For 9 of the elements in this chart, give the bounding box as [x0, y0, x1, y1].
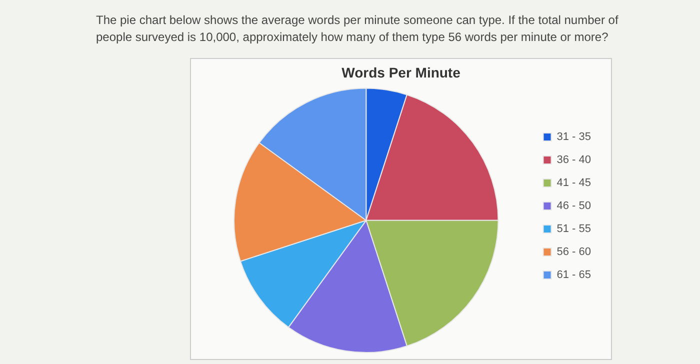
legend-label: 51 - 55 — [556, 223, 592, 236]
legend-label: 41 - 45 — [556, 177, 592, 190]
legend-label: 36 - 40 — [556, 154, 592, 166]
legend-label: 31 - 35 — [556, 131, 592, 144]
legend-label: 56 - 60 — [556, 246, 592, 258]
chart-title: Words Per Minute — [342, 64, 461, 80]
legend-label: 46 - 50 — [556, 200, 592, 212]
legend-label: 61 - 65 — [556, 269, 592, 282]
text: The pie chart below shows the average words per minute someone can type. If the total number of people surveyed is 10,000, approximately how many of them type 56 words per minute or more? — [96, 12, 620, 46]
